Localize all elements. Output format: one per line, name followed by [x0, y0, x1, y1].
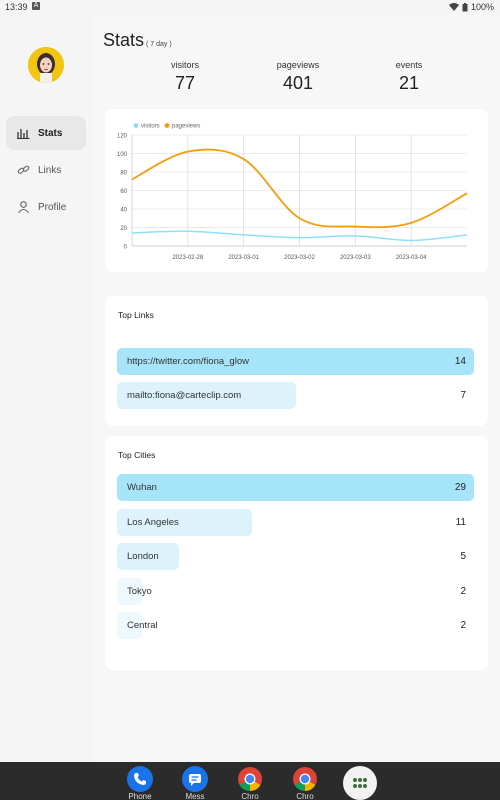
bar-fill	[117, 612, 142, 639]
bar-count: 2	[460, 620, 466, 631]
kpi-label: pageviews	[276, 60, 320, 70]
bar-count: 7	[460, 390, 466, 401]
bar-fill	[117, 474, 474, 501]
y-tick-label: 0	[124, 245, 128, 251]
kpi-label: events	[395, 60, 423, 70]
avatar[interactable]	[28, 47, 64, 83]
bar-label: Tokyo	[127, 585, 152, 597]
bar-label: https://twitter.com/fiona_glow	[127, 356, 249, 367]
bar-row[interactable]: Wuhan 29	[117, 474, 474, 501]
sidebar-item-stats[interactable]: Stats	[6, 116, 86, 150]
bar-fill	[117, 508, 253, 536]
x-tick-label: 2023-03-02	[284, 255, 315, 261]
x-tick-label: 2023-03-03	[340, 255, 371, 261]
status-bar: 13:39 A 100%	[0, 0, 500, 14]
chrome-icon	[238, 767, 262, 791]
traffic-chart-card: 0 20 40 60 80 100 120 2023-02-28 2023-03-01 2023-…	[105, 109, 488, 272]
y-tick-label: 20	[120, 226, 127, 232]
y-tick-label: 80	[120, 171, 127, 177]
messages-icon	[189, 774, 201, 786]
bar-row[interactable]: London 5	[117, 543, 474, 570]
chrome-icon	[293, 767, 317, 791]
sidebar-item-label: Profile	[38, 201, 67, 213]
legend-label: visitors	[141, 124, 160, 130]
bar-count: 11	[455, 516, 466, 528]
bar-label: London	[127, 551, 159, 562]
legend-swatch	[133, 123, 139, 128]
dock-label: Phone	[128, 792, 152, 800]
dock-chrome-button[interactable]	[237, 766, 263, 792]
kpi-label: visitors	[170, 60, 199, 70]
traffic-line-chart: 0 20 40 60 80 100 120 2023-02-28 2023-03-01 2023-…	[117, 123, 468, 261]
phone-icon	[134, 773, 146, 785]
x-tick-label: 2023-03-04	[396, 255, 427, 261]
legend-label: pageviews	[172, 124, 200, 130]
kpi-events: events 21	[359, 60, 459, 94]
dock-phone-button[interactable]	[127, 766, 153, 792]
status-icons: 100%	[448, 2, 494, 12]
bar-label: Central	[127, 620, 158, 631]
bar-row[interactable]: https://twitter.com/fiona_glow 14	[117, 348, 474, 375]
link-icon	[17, 165, 30, 174]
avatar-image	[28, 47, 64, 83]
app-launcher-button[interactable]	[343, 766, 377, 800]
bar-count: 29	[454, 482, 466, 493]
y-tick-label: 120	[117, 134, 128, 140]
dock-messages-button[interactable]	[182, 766, 208, 792]
bar-fill	[117, 382, 296, 409]
y-tick-label: 40	[120, 208, 127, 214]
taskbar: Phone Mess Chro Chro	[0, 762, 500, 800]
top-links-card: Top Links https://twitter.com/fiona_glow…	[105, 296, 488, 426]
bar-count: 2	[460, 585, 466, 597]
legend-swatch	[164, 123, 170, 128]
x-tick-label: 2023-02-28	[172, 255, 203, 261]
status-time: 13:39	[5, 2, 28, 12]
battery-level: 100%	[470, 2, 494, 12]
battery-icon	[462, 2, 468, 11]
x-tick-label: 2023-03-01	[228, 255, 259, 261]
person-icon	[18, 201, 29, 213]
page-subtitle: ( 7 day )	[146, 41, 172, 48]
kpi-value: 21	[398, 73, 420, 93]
y-tick-label: 60	[120, 189, 127, 195]
kpi-value: 77	[174, 73, 196, 93]
dock-label: Chro	[241, 792, 259, 800]
top-links-title: Top Links	[118, 310, 154, 320]
bar-row[interactable]: Central 2	[117, 612, 474, 639]
sidebar-item-links[interactable]: Links	[6, 153, 86, 187]
bar-fill	[117, 543, 179, 570]
notification-a-icon: A	[32, 2, 40, 10]
sidebar: Stats Links Profile	[0, 14, 93, 762]
apps-grid-icon	[353, 778, 367, 788]
bar-label: Wuhan	[127, 482, 157, 493]
bar-count: 14	[454, 356, 466, 367]
main-content: Stats( 7 day ) visitors 77 pageviews 401…	[93, 14, 500, 762]
page-title-text: Stats	[103, 30, 145, 50]
page-title: Stats( 7 day )	[103, 30, 172, 51]
sidebar-item-label: Stats	[38, 127, 63, 139]
sidebar-item-profile[interactable]: Profile	[6, 190, 86, 224]
bar-row[interactable]: Los Angeles 11	[117, 508, 474, 536]
sidebar-item-label: Links	[38, 164, 62, 176]
bar-row[interactable]: mailto:fiona@carteclip.com 7	[117, 382, 474, 409]
bar-row[interactable]: Tokyo 2	[117, 577, 474, 605]
bar-fill	[117, 348, 474, 375]
kpi-pageviews: pageviews 401	[248, 60, 348, 94]
bar-label: mailto:fiona@carteclip.com	[127, 390, 242, 401]
series-line-visitors	[131, 230, 468, 242]
top-cities-card: Top Cities Wuhan 29 Los Angeles 11 London 5 To…	[105, 436, 488, 670]
dock-chrome-button-2[interactable]	[292, 766, 318, 792]
dock-label: Mess	[185, 792, 205, 800]
series-line-pageviews	[131, 148, 468, 229]
wifi-icon	[448, 3, 459, 11]
bar-fill	[117, 577, 142, 605]
kpi-value: 401	[282, 73, 314, 93]
bar-label: Los Angeles	[127, 516, 179, 528]
y-tick-label: 100	[117, 152, 128, 158]
chart-icon	[17, 129, 30, 139]
dock-label: Chro	[296, 792, 314, 800]
top-cities-title: Top Cities	[118, 450, 156, 460]
kpi-visitors: visitors 77	[135, 60, 235, 94]
bar-count: 5	[460, 551, 466, 562]
